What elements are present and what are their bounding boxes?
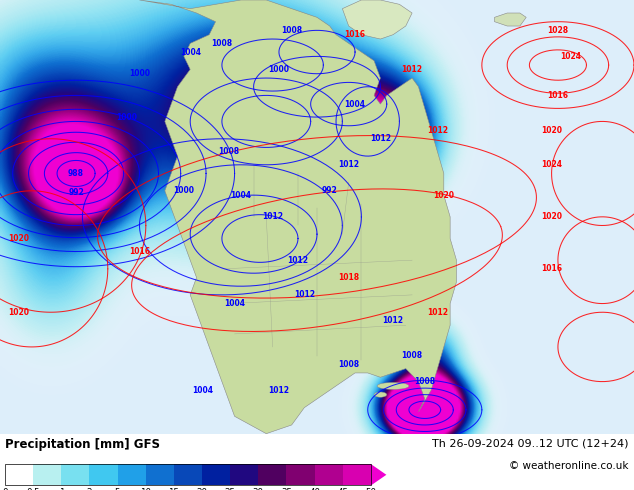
Text: 1012: 1012: [370, 134, 391, 143]
Text: 992: 992: [322, 186, 337, 196]
Polygon shape: [139, 0, 456, 434]
Text: 1004: 1004: [192, 386, 214, 395]
Text: 1016: 1016: [129, 247, 150, 256]
Text: 2: 2: [87, 488, 92, 490]
Text: 30: 30: [253, 488, 264, 490]
Text: 40: 40: [309, 488, 320, 490]
Bar: [343, 464, 371, 486]
Text: 15: 15: [169, 488, 179, 490]
Text: 5: 5: [115, 488, 120, 490]
Text: 1004: 1004: [344, 99, 366, 109]
Text: 0: 0: [3, 488, 8, 490]
Text: 1008: 1008: [401, 351, 423, 360]
Text: 1016: 1016: [541, 265, 562, 273]
FancyArrow shape: [371, 464, 386, 486]
Text: 1028: 1028: [547, 26, 569, 35]
Text: 1012: 1012: [401, 65, 423, 74]
Text: 0.5: 0.5: [27, 488, 40, 490]
Bar: [258, 464, 287, 486]
Bar: [33, 464, 61, 486]
Text: 1008: 1008: [414, 377, 436, 386]
Text: 1016: 1016: [344, 30, 366, 39]
Text: 1020: 1020: [541, 125, 562, 135]
Bar: [287, 464, 314, 486]
Text: 1016: 1016: [547, 91, 569, 100]
Text: 1: 1: [58, 488, 64, 490]
Text: 1020: 1020: [541, 212, 562, 221]
Bar: [146, 464, 174, 486]
Text: 35: 35: [281, 488, 292, 490]
Ellipse shape: [374, 392, 387, 397]
Text: 50: 50: [365, 488, 377, 490]
Text: 1008: 1008: [281, 26, 302, 35]
Text: 20: 20: [197, 488, 207, 490]
Bar: [230, 464, 258, 486]
Text: 10: 10: [140, 488, 152, 490]
Text: 1024: 1024: [560, 52, 581, 61]
Text: 1012: 1012: [427, 125, 448, 135]
Text: 1000: 1000: [116, 113, 138, 122]
Bar: [118, 464, 146, 486]
Text: Th 26-09-2024 09..12 UTC (12+24): Th 26-09-2024 09..12 UTC (12+24): [432, 438, 629, 448]
Text: 1000: 1000: [129, 69, 150, 78]
Text: 1012: 1012: [427, 308, 448, 317]
Text: 1024: 1024: [541, 160, 562, 169]
Bar: [5, 464, 371, 486]
Text: 1000: 1000: [173, 186, 195, 196]
Text: 1004: 1004: [224, 299, 245, 308]
Text: 1000: 1000: [268, 65, 290, 74]
Text: 1012: 1012: [287, 256, 309, 265]
Text: 1012: 1012: [268, 386, 290, 395]
Text: 1008: 1008: [211, 39, 233, 48]
Text: 1012: 1012: [294, 291, 315, 299]
Bar: [89, 464, 118, 486]
Text: 1020: 1020: [8, 234, 30, 243]
Text: 1020: 1020: [8, 308, 30, 317]
Polygon shape: [342, 0, 412, 39]
Text: © weatheronline.co.uk: © weatheronline.co.uk: [510, 461, 629, 471]
Text: 1008: 1008: [217, 147, 239, 156]
Text: 45: 45: [337, 488, 348, 490]
Text: 25: 25: [224, 488, 236, 490]
Text: 1018: 1018: [338, 273, 359, 282]
Text: Precipitation [mm] GFS: Precipitation [mm] GFS: [5, 438, 160, 451]
Text: 1012: 1012: [382, 317, 404, 325]
Bar: [314, 464, 343, 486]
Bar: [202, 464, 230, 486]
Text: 1008: 1008: [338, 360, 359, 369]
Bar: [61, 464, 89, 486]
Ellipse shape: [377, 383, 409, 390]
Text: 1004: 1004: [230, 191, 252, 199]
Text: 988: 988: [68, 169, 84, 178]
Polygon shape: [495, 13, 526, 26]
Bar: [5, 464, 33, 486]
Bar: [174, 464, 202, 486]
Text: 992: 992: [68, 189, 84, 197]
Text: 1004: 1004: [179, 48, 201, 56]
Text: 1012: 1012: [262, 212, 283, 221]
Text: 1012: 1012: [338, 160, 359, 169]
Text: 1020: 1020: [433, 191, 455, 199]
